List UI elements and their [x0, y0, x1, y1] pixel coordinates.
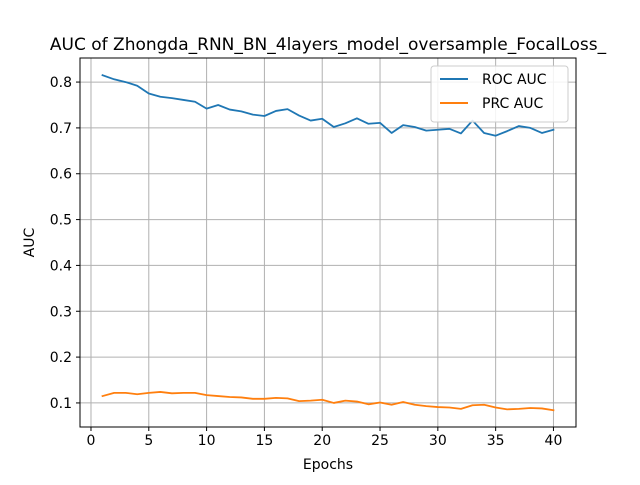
chart-title: AUC of Zhongda_RNN_BN_4layers_model_over… [50, 35, 607, 55]
y-tick-label: 0.4 [50, 258, 72, 274]
legend-label-prc-auc: PRC AUC [482, 96, 544, 112]
series-line-prc-auc [101, 391, 555, 412]
y-tick-label: 0.7 [50, 121, 72, 137]
y-tick-label: 0.1 [50, 396, 72, 412]
x-tick-label: 15 [255, 433, 273, 449]
legend: ROC AUC PRC AUC [430, 65, 569, 123]
x-tick-label: 20 [313, 433, 331, 449]
x-tick-label: 40 [545, 433, 563, 449]
x-tick-label: 30 [429, 433, 447, 449]
axis-ticks: 0 5 10 15 20 25 30 35 40 0.1 0.2 0.3 0.4 0.5 0.6 0.7 0.8 [50, 75, 563, 449]
x-tick-label: 5 [144, 433, 153, 449]
y-tick-label: 0.5 [50, 213, 72, 229]
y-tick-label: 0.3 [50, 304, 72, 320]
y-tick-label: 0.6 [50, 167, 72, 183]
y-tick-label: 0.2 [50, 350, 72, 366]
x-tick-label: 35 [487, 433, 505, 449]
series-lines [101, 74, 555, 412]
legend-label-roc-auc: ROC AUC [482, 72, 547, 88]
plot-frame [79, 57, 577, 428]
y-tick-label: 0.8 [50, 75, 72, 91]
x-tick-label: 0 [87, 433, 96, 449]
x-tick-label: 25 [371, 433, 389, 449]
x-tick-label: 10 [198, 433, 216, 449]
y-axis-title: AUC [22, 227, 38, 257]
x-axis-title: Epochs [303, 457, 353, 473]
series-line-roc-auc [101, 74, 555, 137]
